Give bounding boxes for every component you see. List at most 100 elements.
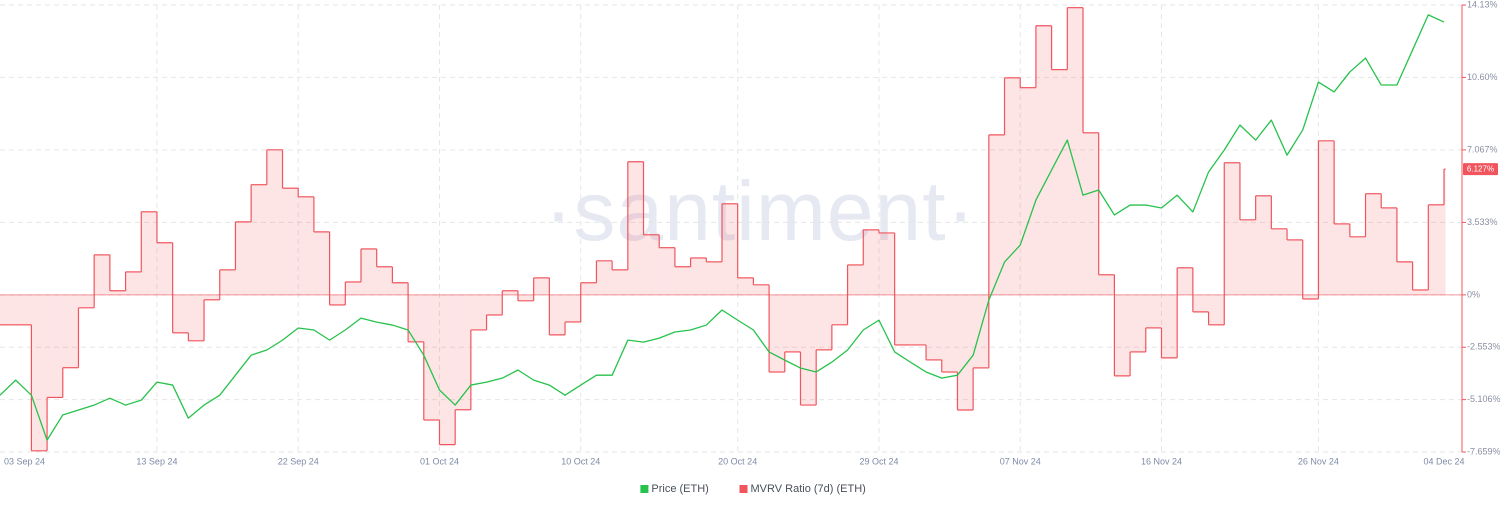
mvrv-area: [910, 294, 927, 345]
mvrv-area: [15, 294, 32, 325]
x-tick-label: 04 Dec 24: [1423, 456, 1464, 466]
mvrv-area: [674, 266, 691, 295]
x-tick-label: 01 Oct 24: [420, 456, 459, 466]
mvrv-area: [219, 269, 236, 295]
mvrv-area: [1067, 7, 1083, 295]
mvrv-area: [266, 149, 283, 295]
mvrv-area: [549, 294, 566, 335]
mvrv-area: [502, 290, 518, 295]
mvrv-area: [298, 196, 314, 295]
mvrv-area: [94, 254, 110, 295]
mvrv-area: [517, 294, 534, 301]
mvrv-area: [1349, 236, 1366, 295]
mvrv-area: [1444, 169, 1446, 295]
mvrv-area: [251, 184, 267, 295]
mvrv-area: [172, 294, 189, 333]
line-layer: [0, 7, 1446, 452]
mvrv-area: [1255, 195, 1272, 295]
x-tick-label: 20 Oct 24: [718, 456, 757, 466]
x-tick-label: 10 Oct 24: [561, 456, 600, 466]
mvrv-area: [408, 294, 424, 342]
mvrv-area: [941, 294, 958, 373]
y-tick-label: 14.13%: [1467, 0, 1498, 9]
x-tick-label: 13 Sep 24: [136, 456, 177, 466]
mvrv-area: [109, 290, 126, 295]
axis-layer: 14.13% 10.60% 7.067% 3.533% 0% -2.553% -5.106%…: [4, 0, 1500, 466]
mvrv-area: [439, 294, 456, 445]
mvrv-area: [612, 269, 628, 295]
mvrv-area: [894, 294, 911, 345]
mvrv-area: [1287, 239, 1303, 295]
mvrv-area: [627, 161, 644, 295]
x-tick-label: 16 Nov 24: [1141, 456, 1182, 466]
mvrv-area: [1239, 219, 1256, 295]
mvrv-area: [345, 281, 361, 295]
mvrv-area: [1412, 289, 1429, 295]
mvrv-area: [580, 282, 597, 295]
mvrv-area: [847, 264, 864, 295]
mvrv-area: [926, 294, 942, 360]
legend-swatch: [640, 485, 649, 493]
y-tick-label: 7.067%: [1467, 144, 1498, 154]
mvrv-area: [988, 134, 1005, 295]
mvrv-area: [1318, 140, 1335, 295]
mvrv-area: [596, 260, 613, 295]
mvrv-area: [1161, 294, 1178, 358]
mvrv-area: [722, 203, 738, 295]
mvrv-area: [1098, 274, 1115, 295]
mvrv-area: [313, 231, 330, 295]
y-tick-label: -2.553%: [1467, 342, 1500, 352]
legend: Price (ETH) MVRV Ratio (7d) (ETH): [640, 483, 866, 495]
mvrv-area: [1051, 69, 1068, 295]
mvrv-area: [1224, 162, 1240, 295]
mvrv-area: [62, 294, 79, 368]
mvrv-area: [533, 277, 550, 295]
mvrv-area: [863, 229, 879, 295]
mvrv-area: [204, 294, 220, 300]
mvrv-area: [1083, 132, 1099, 295]
mvrv-area: [235, 221, 252, 295]
mvrv-area: [831, 294, 848, 325]
legend-label: MVRV Ratio (7d) (ETH): [751, 483, 866, 495]
mvrv-area: [188, 294, 205, 341]
area-layer: [0, 7, 1462, 451]
x-tick-label: 07 Nov 24: [1000, 456, 1041, 466]
mvrv-area: [1035, 25, 1052, 295]
mvrv-area: [690, 257, 707, 295]
mvrv-area: [1302, 294, 1319, 299]
mvrv-area: [800, 294, 817, 406]
mvrv-area: [282, 188, 299, 295]
mvrv-area: [470, 294, 487, 330]
legend-label: Price (ETH): [651, 483, 708, 495]
mvrv-area: [706, 261, 722, 295]
mvrv-area: [1020, 87, 1036, 295]
mvrv-area: [1271, 228, 1288, 295]
mvrv-area: [565, 294, 581, 322]
mvrv-area: [1192, 294, 1209, 312]
mvrv-area: [1365, 193, 1382, 295]
mvrv-area: [47, 294, 63, 398]
mvrv-area: [455, 294, 471, 410]
mvrv-area: [392, 282, 409, 295]
x-tick-label: 29 Oct 24: [859, 456, 898, 466]
mvrv-area: [1396, 261, 1413, 295]
watermark: ·santiment·: [544, 164, 975, 258]
mvrv-area: [141, 211, 157, 295]
mvrv-area: [737, 277, 754, 295]
mvrv-area: [329, 294, 346, 305]
mvrv-area: [1208, 294, 1225, 325]
y-tick-label: 3.533%: [1467, 217, 1498, 227]
value-label: 6.127%: [1467, 164, 1494, 173]
y-tick-label: 0%: [1467, 289, 1480, 299]
mvrv-area: [878, 232, 895, 295]
x-tick-label: 22 Sep 24: [278, 456, 319, 466]
mvrv-area: [769, 294, 785, 373]
y-tick-label: -7.659%: [1467, 446, 1500, 456]
value-badge: [1463, 163, 1498, 176]
mvrv-area: [361, 248, 377, 295]
mvrv-area: [816, 294, 832, 350]
x-tick-label: 03 Sep 24: [4, 456, 45, 466]
mvrv-area: [659, 247, 675, 295]
